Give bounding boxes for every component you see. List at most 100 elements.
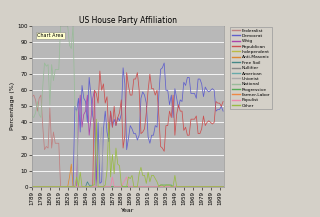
Line: Federalist: Federalist <box>32 95 223 187</box>
Independent <box>218 185 221 188</box>
National <box>50 63 53 66</box>
Unionist <box>60 185 64 188</box>
Federalist <box>186 185 189 188</box>
National <box>76 185 80 188</box>
Federalist <box>202 185 205 188</box>
Federalist <box>123 185 127 188</box>
American <box>184 185 188 188</box>
Nullifier <box>221 185 225 188</box>
Independent <box>60 185 64 188</box>
Unionist <box>50 185 53 188</box>
Democrat <box>184 84 188 87</box>
Line: Whig: Whig <box>32 90 223 187</box>
Free Soil <box>221 185 225 188</box>
Legend: Federalist, Democrat, Whig, Republican, Independent, Anti-Masonic, Free Soil, Nu: Federalist, Democrat, Whig, Republican, … <box>230 27 272 109</box>
Unionist <box>196 185 200 188</box>
Federalist <box>221 185 225 188</box>
Anti-Masonic <box>121 185 125 188</box>
Democrat <box>50 185 53 188</box>
Unionist <box>100 126 104 128</box>
Unionist <box>30 185 34 188</box>
Whig <box>92 89 96 92</box>
Republican <box>184 126 188 128</box>
Other <box>221 185 225 188</box>
Farmer-Labor <box>30 185 34 188</box>
Farmer-Labor <box>218 185 221 188</box>
Nullifier <box>50 185 53 188</box>
Line: American: American <box>32 185 223 187</box>
National <box>198 185 202 188</box>
Republican <box>50 185 53 188</box>
Democrat <box>221 110 225 112</box>
Other <box>94 118 98 120</box>
Nullifier <box>30 185 34 188</box>
Democrat <box>30 185 34 188</box>
Whig <box>184 185 188 188</box>
Line: Progressive: Progressive <box>32 185 223 187</box>
Line: Populist: Populist <box>32 177 223 187</box>
Anti-Masonic <box>50 185 53 188</box>
Line: Anti-Masonic: Anti-Masonic <box>32 164 223 187</box>
Republican <box>98 70 102 72</box>
Line: Other: Other <box>32 119 223 187</box>
Whig <box>50 185 53 188</box>
Progressive <box>30 185 34 188</box>
Line: Republican: Republican <box>32 71 223 187</box>
Independent <box>194 185 198 188</box>
Other <box>50 185 53 188</box>
Democrat <box>119 113 123 116</box>
Title: US House Party Affiliation: US House Party Affiliation <box>79 16 177 25</box>
Anti-Masonic <box>220 185 223 188</box>
Line: National: National <box>32 26 223 187</box>
Free Soil <box>196 185 200 188</box>
Progressive <box>60 185 64 188</box>
American <box>50 185 53 188</box>
American <box>220 185 223 188</box>
Y-axis label: Percentage (%): Percentage (%) <box>10 82 14 130</box>
Line: Unionist: Unionist <box>32 127 223 187</box>
Free Soil <box>60 185 64 188</box>
Populist <box>60 185 64 188</box>
Progressive <box>159 184 163 186</box>
Republican <box>60 185 64 188</box>
National <box>30 115 34 117</box>
Free Soil <box>220 185 223 188</box>
Federalist <box>32 94 36 96</box>
X-axis label: Year: Year <box>121 208 135 213</box>
Progressive <box>221 185 225 188</box>
Republican <box>196 132 200 135</box>
Whig <box>221 185 225 188</box>
Unionist <box>121 185 125 188</box>
Whig <box>196 185 200 188</box>
Independent <box>119 185 123 188</box>
Whig <box>30 185 34 188</box>
Democrat <box>162 62 166 64</box>
American <box>60 185 64 188</box>
Populist <box>30 185 34 188</box>
Farmer-Labor <box>119 185 123 188</box>
Nullifier <box>60 185 64 188</box>
Democrat <box>196 78 200 80</box>
National <box>59 25 62 27</box>
Free Soil <box>30 185 34 188</box>
National <box>62 25 66 27</box>
Independent <box>30 185 34 188</box>
Other <box>184 185 188 188</box>
American <box>221 185 225 188</box>
Free Soil <box>121 185 125 188</box>
Other <box>121 185 125 188</box>
Federalist <box>198 185 202 188</box>
Progressive <box>50 185 53 188</box>
Populist <box>220 185 223 188</box>
Line: Free Soil: Free Soil <box>32 182 223 187</box>
Whig <box>121 185 125 188</box>
Federalist <box>30 95 34 98</box>
Anti-Masonic <box>221 185 225 188</box>
Text: Chart Area: Chart Area <box>37 33 64 38</box>
Whig <box>60 185 64 188</box>
Unionist <box>221 185 225 188</box>
Anti-Masonic <box>30 185 34 188</box>
Line: Democrat: Democrat <box>32 63 223 187</box>
Anti-Masonic <box>196 185 200 188</box>
Nullifier <box>194 185 198 188</box>
